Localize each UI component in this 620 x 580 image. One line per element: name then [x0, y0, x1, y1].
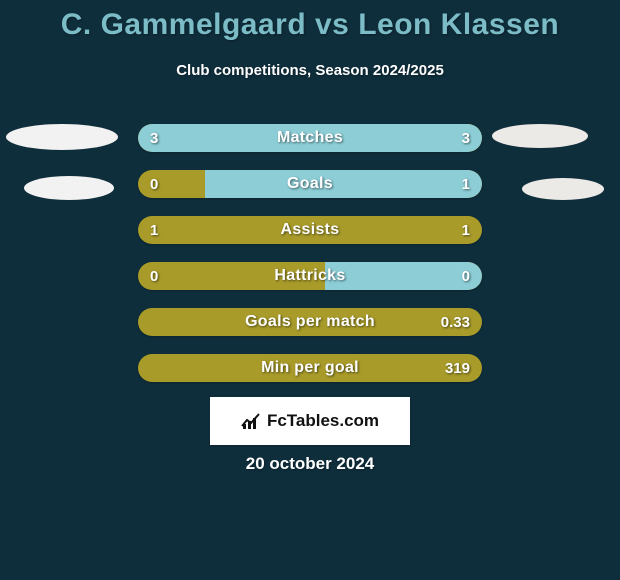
player-right-photo-placeholder-2 — [522, 178, 604, 200]
stat-row: Hattricks0 0 — [138, 262, 482, 290]
stat-label: Goals — [138, 170, 482, 198]
stat-row: Matches3 3 — [138, 124, 482, 152]
logo-text: FcTables.com — [267, 411, 379, 431]
stat-value-left: 1 — [150, 216, 158, 244]
comparison-infographic: C. Gammelgaard vs Leon Klassen Club comp… — [0, 0, 620, 580]
stat-value-right: 319 — [445, 354, 470, 382]
stat-label: Assists — [138, 216, 482, 244]
stat-row: Goals0 1 — [138, 170, 482, 198]
stat-value-left: 0 — [150, 262, 158, 290]
player-left-photo-placeholder-2 — [24, 176, 114, 200]
stat-label: Min per goal — [138, 354, 482, 382]
stat-value-left: 3 — [150, 124, 158, 152]
stat-value-right: 1 — [462, 216, 470, 244]
stat-value-right: 3 — [462, 124, 470, 152]
stat-row: Goals per match0.33 — [138, 308, 482, 336]
date-text: 20 october 2024 — [0, 454, 620, 474]
stat-value-right: 0 — [462, 262, 470, 290]
stat-bars: Matches33Goals01Assists11Hattricks00Goal… — [138, 124, 482, 400]
fctables-logo: FcTables.com — [210, 397, 410, 445]
page-title: C. Gammelgaard vs Leon Klassen — [0, 8, 620, 42]
subtitle: Club competitions, Season 2024/2025 — [0, 62, 620, 79]
stat-label: Hattricks — [138, 262, 482, 290]
player-right-photo-placeholder-1 — [492, 124, 588, 148]
stat-label: Goals per match — [138, 308, 482, 336]
stat-label: Matches — [138, 124, 482, 152]
chart-icon — [241, 412, 261, 430]
stat-value-right: 0.33 — [441, 308, 470, 336]
player-left-photo-placeholder-1 — [6, 124, 118, 150]
stat-row: Assists1 1 — [138, 216, 482, 244]
stat-value-right: 1 — [462, 170, 470, 198]
stat-row: Min per goal319 — [138, 354, 482, 382]
stat-value-left: 0 — [150, 170, 158, 198]
